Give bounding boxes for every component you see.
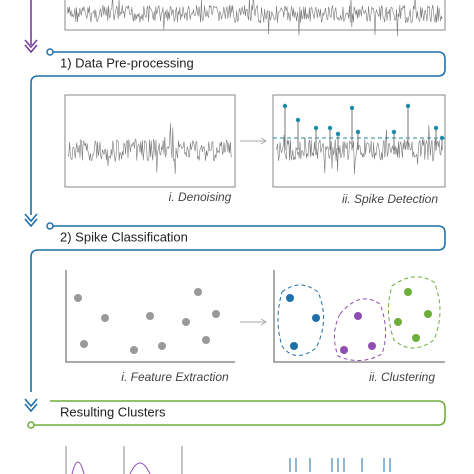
connector-arrow xyxy=(24,0,38,54)
spike-detection-panel xyxy=(272,94,446,188)
cluster-points xyxy=(394,288,432,342)
connector-arrow xyxy=(24,398,38,413)
step-arrow xyxy=(240,137,267,145)
step-label: ii. Spike Detection xyxy=(342,192,438,206)
connector-arrow xyxy=(24,213,38,228)
spike-marker xyxy=(313,125,319,131)
feature-points xyxy=(74,288,220,354)
step-arrow xyxy=(240,318,267,326)
cluster-separators xyxy=(65,446,183,474)
cluster-points xyxy=(340,312,376,354)
spike-marker xyxy=(439,135,445,141)
stage-title: Resulting Clusters xyxy=(60,404,166,419)
cluster-outline xyxy=(388,276,441,349)
node xyxy=(46,222,54,230)
node xyxy=(46,48,54,56)
spike-marker xyxy=(335,131,341,137)
step-label: ii. Clustering xyxy=(369,370,435,384)
spike-marker xyxy=(282,103,288,109)
spike-marker xyxy=(295,117,301,123)
spike-marker xyxy=(433,125,439,131)
feature-axes xyxy=(65,270,235,363)
spike-marker xyxy=(327,125,333,131)
denoising-panel xyxy=(64,94,236,188)
stage-frame xyxy=(30,51,446,215)
spike-marker xyxy=(355,129,361,135)
cluster-axes xyxy=(273,270,445,363)
node xyxy=(27,421,35,429)
detected-spikes xyxy=(282,103,445,150)
stage-frame xyxy=(30,225,446,392)
cluster-points xyxy=(286,294,320,350)
raw-signal xyxy=(66,0,443,37)
signal xyxy=(275,125,442,175)
step-label: i. Feature Extraction xyxy=(121,370,229,384)
cluster-outline xyxy=(334,298,386,361)
spike-marker xyxy=(391,129,397,135)
waveform xyxy=(71,461,151,474)
spike-marker xyxy=(405,103,411,109)
stage-frame xyxy=(31,400,446,426)
spike-train xyxy=(289,458,391,472)
stage-title: 1) Data Pre-processing xyxy=(60,55,194,70)
stage-title: 2) Spike Classification xyxy=(60,229,188,244)
step-label: i. Denoising xyxy=(169,190,232,204)
signal xyxy=(67,123,232,174)
spike-marker xyxy=(349,105,355,111)
